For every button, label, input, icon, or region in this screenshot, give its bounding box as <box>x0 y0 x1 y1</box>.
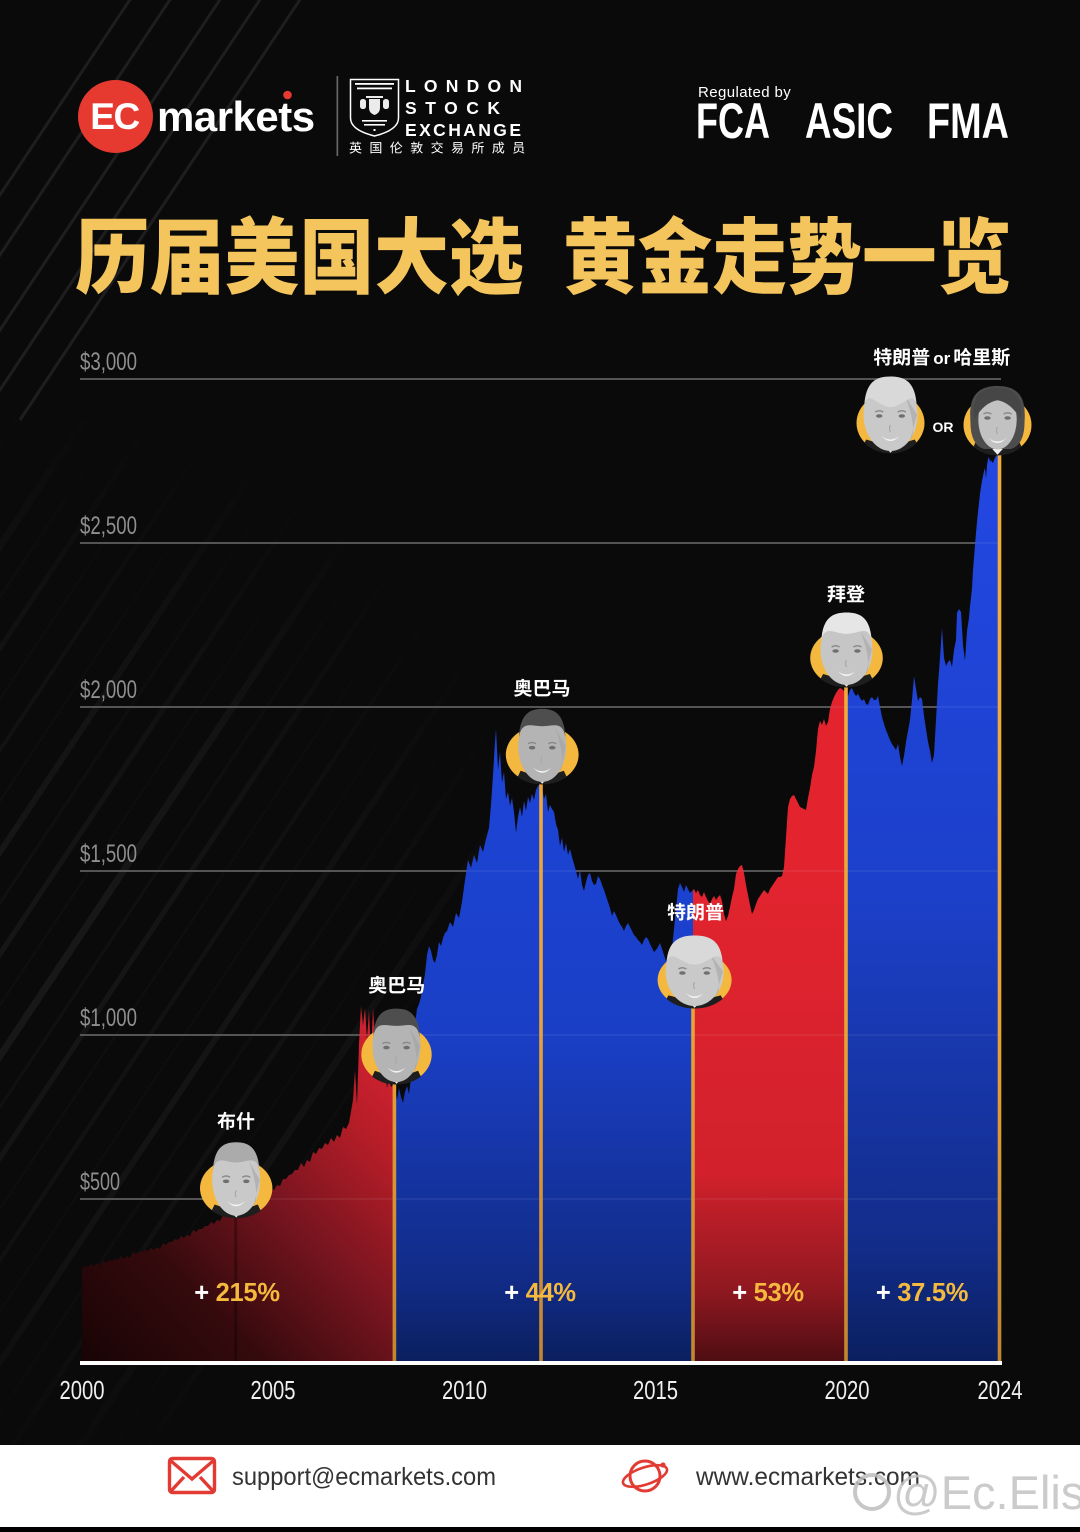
svg-text:FMA: FMA <box>927 93 1009 149</box>
svg-text:+ 44%: + 44% <box>504 1279 576 1307</box>
svg-text:+ 53%: + 53% <box>732 1279 804 1307</box>
svg-text:$1,000: $1,000 <box>80 1004 137 1032</box>
svg-text:$3,000: $3,000 <box>80 348 137 376</box>
svg-text:Regulated by: Regulated by <box>698 84 791 101</box>
svg-text:$1,500: $1,500 <box>80 840 137 868</box>
svg-text:$2,500: $2,500 <box>80 512 137 540</box>
svg-text:ASIC: ASIC <box>805 93 893 149</box>
svg-text:support@ecmarkets.com: support@ecmarkets.com <box>232 1463 496 1491</box>
svg-text:EXCHANGE: EXCHANGE <box>405 120 521 140</box>
svg-text:2024: 2024 <box>978 1375 1023 1405</box>
svg-text:or: or <box>933 349 950 368</box>
svg-text:markets: markets <box>157 93 315 140</box>
svg-text:2015: 2015 <box>633 1375 678 1405</box>
svg-text:$500: $500 <box>80 1168 120 1196</box>
svg-text:@Ec.Elisa: @Ec.Elisa <box>893 1466 1080 1519</box>
svg-text:+ 215%: + 215% <box>194 1279 279 1307</box>
svg-text:2010: 2010 <box>442 1375 487 1405</box>
svg-text:2020: 2020 <box>825 1375 870 1405</box>
svg-text:2005: 2005 <box>251 1375 296 1405</box>
svg-text:OR: OR <box>933 419 954 435</box>
svg-text:+ 37.5%: + 37.5% <box>876 1279 968 1307</box>
svg-text:FCA: FCA <box>696 93 770 149</box>
svg-text:EC: EC <box>90 96 139 137</box>
svg-text:$2,000: $2,000 <box>80 676 137 704</box>
svg-text:2000: 2000 <box>60 1375 105 1405</box>
svg-text:STOCK: STOCK <box>405 98 500 118</box>
